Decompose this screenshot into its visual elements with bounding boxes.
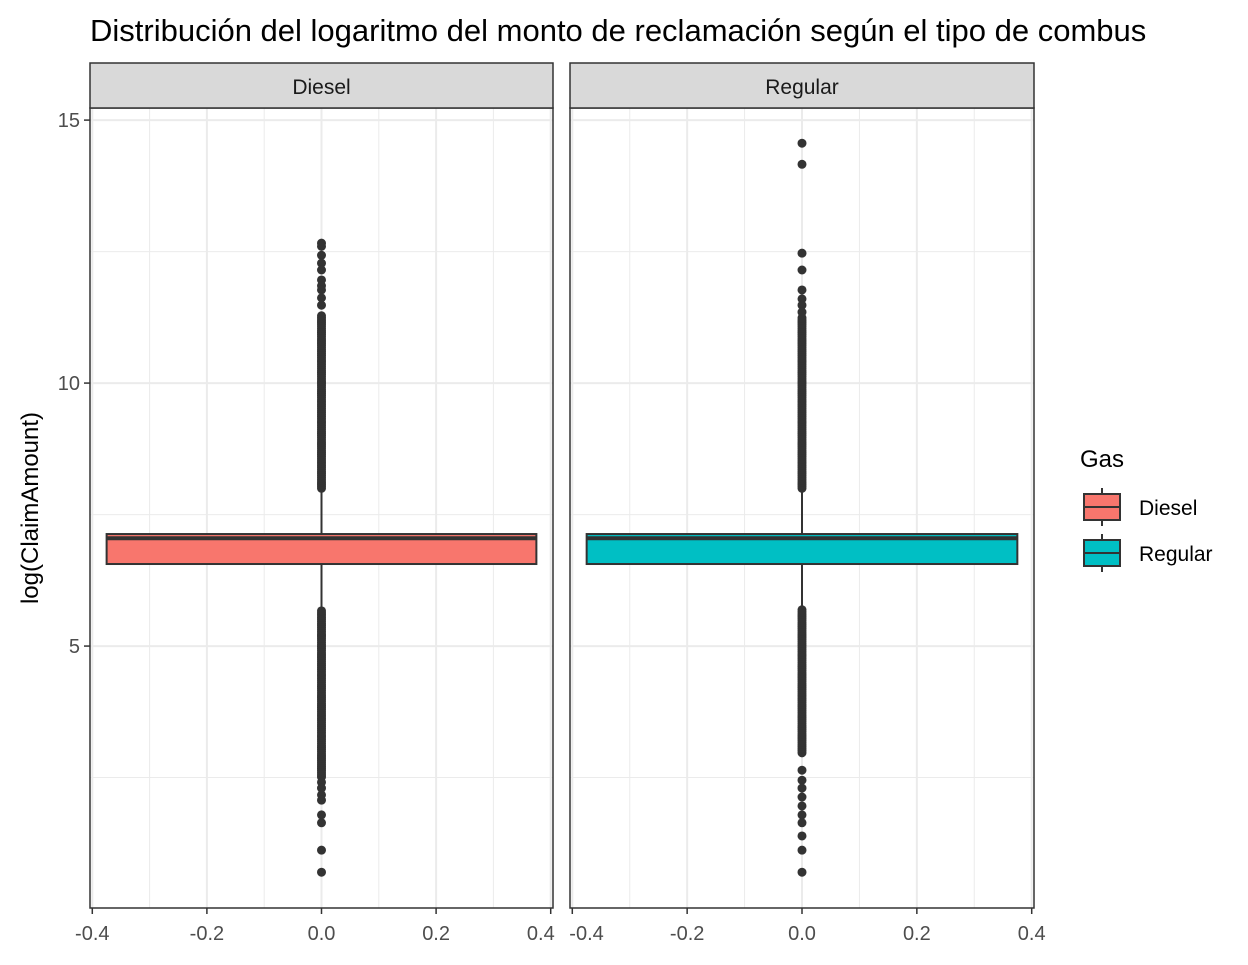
x-tick-label: -0.2 [670,923,704,945]
facet-strip-label: Regular [765,76,839,99]
x-tick-label: 0.2 [422,923,450,945]
outlier-point [797,831,807,841]
outlier-point [797,765,807,775]
outlier-point [317,867,326,877]
y-tick-label: 5 [69,636,80,658]
outliers [797,138,807,877]
x-tick-label: -0.4 [569,923,603,945]
facet-strip-label: Diesel [292,76,350,99]
outlier-point [317,300,326,310]
outlier-point [797,265,807,275]
outlier-point [797,867,807,877]
outlier-point [317,795,326,805]
outlier-point [317,810,326,820]
outlier-point [797,818,807,828]
outlier-point [317,250,326,260]
outlier-point [797,294,807,304]
outlier-point [317,783,326,793]
x-tick-label: 0.4 [1018,923,1046,945]
outlier-point [797,300,807,310]
outlier-point [317,265,326,275]
outlier-point [797,845,807,855]
outlier-point [317,258,326,268]
outlier-point [317,241,326,251]
outlier-point [797,307,807,317]
outlier-point [317,293,326,303]
outliers [317,238,326,877]
outlier-point [317,845,326,855]
x-tick-label: 0.0 [308,923,336,945]
outlier-point [317,311,326,321]
outlier-point [797,801,807,811]
y-tick-label: 15 [58,110,80,132]
facet-strip [89,62,554,109]
legend-key-regular: Regular [1083,534,1213,572]
outlier-point [317,818,326,828]
outlier-point [317,606,326,616]
x-tick-label: 0.2 [903,923,931,945]
legend-label: Regular [1139,543,1213,566]
x-tick-label: -0.2 [190,923,224,945]
y-tick-label: 10 [58,373,80,395]
outlier-point [797,810,807,820]
x-tick-label: -0.4 [75,923,109,945]
facet-strip [569,62,1035,109]
outlier-point [797,605,807,615]
y-axis-label: log(ClaimAmount) [17,412,44,604]
legend: Gas Diesel Regular [1080,446,1213,572]
outlier-point [797,138,807,148]
legend-key-diesel: Diesel [1083,488,1197,526]
legend-label: Diesel [1139,497,1197,520]
outlier-point [797,775,807,785]
chart-title: Distribución del logaritmo del monto de … [90,13,1146,48]
outlier-point [797,783,807,793]
legend-title: Gas [1080,446,1124,473]
outlier-point [797,285,807,295]
x-tick-label: 0.0 [788,923,816,945]
facet-panel-diesel: Diesel -0.4 -0.2 0.0 0.2 0.4 5 10 15 [58,62,555,945]
facet-panel-regular: Regular -0.4 -0.2 0.0 0.2 0.4 [569,62,1046,945]
x-tick-label: 0.4 [527,923,555,945]
outlier-point [797,248,807,258]
outlier-point [797,159,807,169]
outlier-point [797,792,807,802]
outlier-point [317,285,326,295]
